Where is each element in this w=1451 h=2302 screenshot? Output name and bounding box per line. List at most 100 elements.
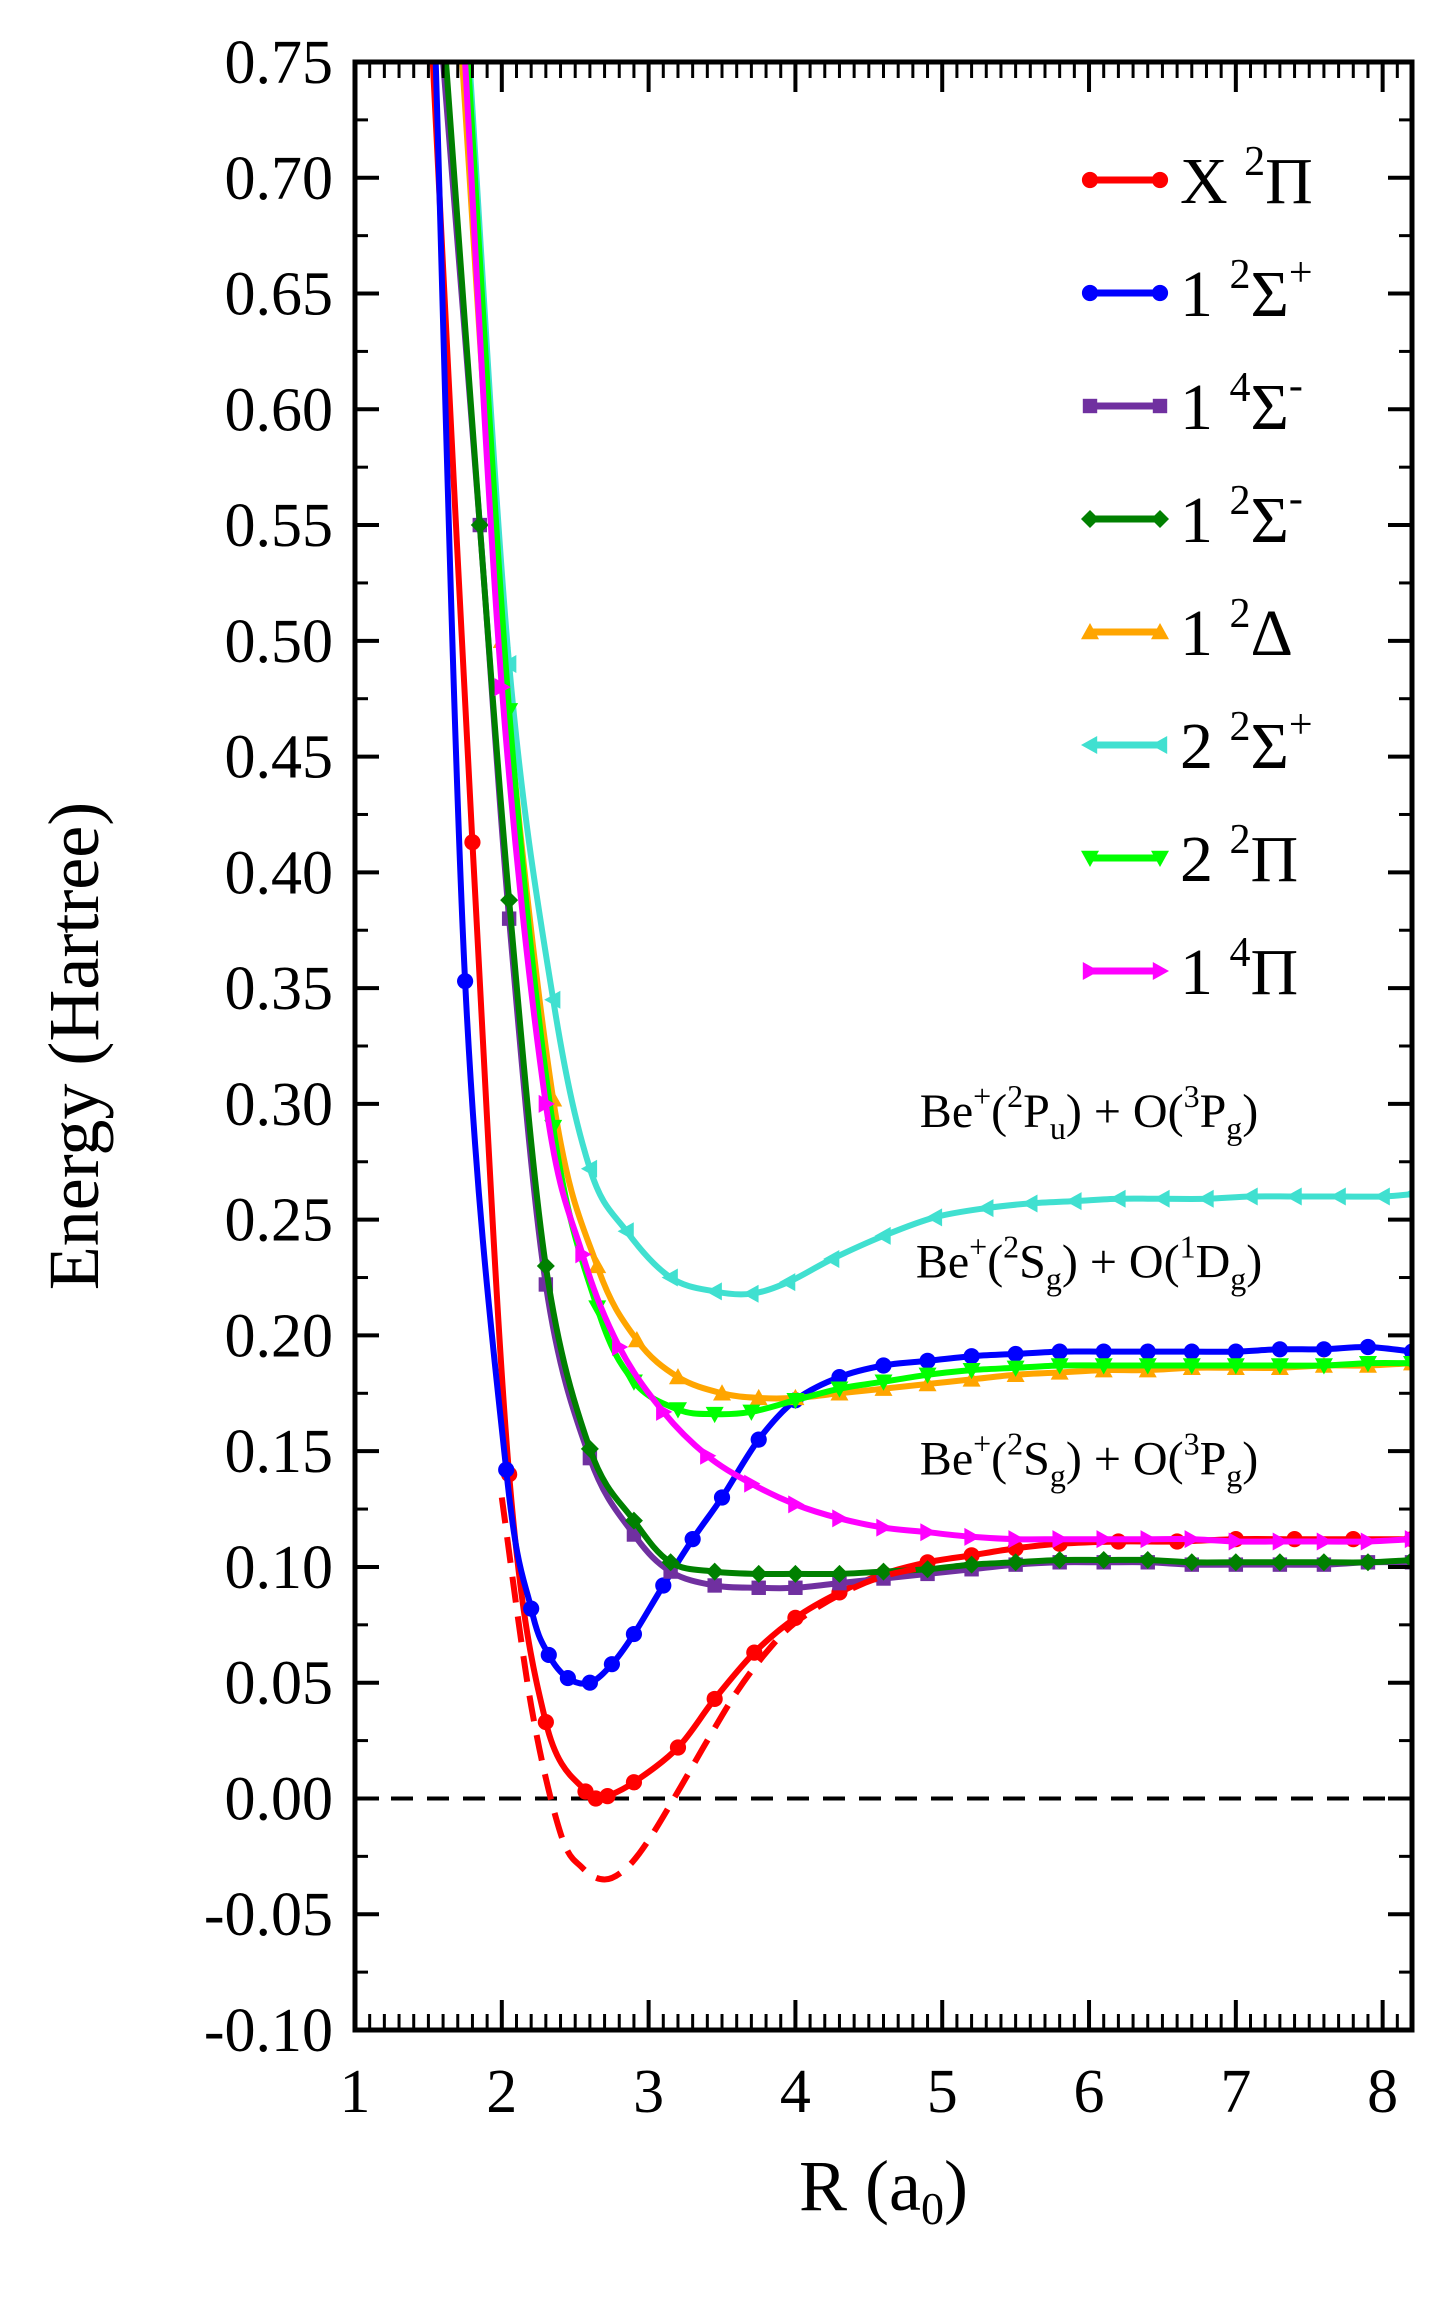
data-point xyxy=(746,1644,763,1661)
data-point xyxy=(538,1094,555,1113)
data-point xyxy=(874,1374,893,1391)
legend-marker xyxy=(1151,736,1168,754)
y-tick-label: 0.65 xyxy=(225,261,334,329)
legend-label: 1 2Σ- xyxy=(1180,476,1303,557)
series-line xyxy=(498,1497,929,1883)
data-point xyxy=(1021,1194,1038,1213)
data-point xyxy=(962,1362,981,1380)
data-point xyxy=(742,1284,759,1303)
data-point xyxy=(705,1406,724,1424)
data-point xyxy=(1007,1345,1024,1363)
legend-marker xyxy=(1081,284,1099,302)
legend-marker xyxy=(1151,623,1169,640)
data-point xyxy=(1329,1187,1346,1206)
legend-entry: 2 2Σ+ xyxy=(1081,702,1313,783)
y-tick-label: 0.05 xyxy=(225,1650,334,1718)
data-point xyxy=(788,1580,803,1595)
data-point xyxy=(786,1564,805,1583)
data-point xyxy=(1270,1358,1289,1375)
data-point xyxy=(1228,1532,1245,1551)
data-point xyxy=(1094,1358,1113,1375)
y-tick-label: -0.10 xyxy=(204,1997,333,2065)
legend-marker xyxy=(1081,171,1099,189)
data-point xyxy=(1359,1338,1377,1356)
data-point xyxy=(661,1553,680,1572)
data-point xyxy=(918,1560,937,1579)
data-point xyxy=(964,1527,981,1546)
data-point xyxy=(1227,1343,1244,1360)
data-point xyxy=(823,1250,840,1269)
legend-label: 2 2Σ+ xyxy=(1180,702,1313,783)
x-tick-label: 5 xyxy=(927,2058,958,2126)
data-point xyxy=(749,1564,768,1583)
data-point xyxy=(963,1348,980,1365)
data-point xyxy=(1226,1553,1245,1572)
data-point xyxy=(1197,1189,1214,1208)
data-point xyxy=(1272,1532,1289,1551)
data-point xyxy=(668,1368,687,1385)
series-layer xyxy=(429,62,1412,1883)
data-point xyxy=(830,1381,849,1398)
data-point xyxy=(625,1625,643,1643)
x-axis-title: R (a0) xyxy=(799,2146,968,2234)
data-point xyxy=(1052,1530,1069,1549)
legend-entry: 1 2Σ+ xyxy=(1081,250,1313,331)
data-point xyxy=(1095,1343,1112,1360)
data-point xyxy=(1314,1358,1333,1375)
asymptote-label-d1: Be+(2Sg) + O(1Dg) xyxy=(916,1229,1262,1297)
data-point xyxy=(977,1199,994,1218)
series-1 xyxy=(432,62,1412,1691)
data-point xyxy=(536,1256,555,1275)
data-point xyxy=(1270,1553,1289,1572)
legend-entry: 1 2Δ xyxy=(1081,591,1293,670)
y-tick-label: 0.40 xyxy=(225,839,334,907)
data-point xyxy=(1285,1187,1302,1206)
data-point xyxy=(706,1690,723,1708)
asymptote-label-p3: Be+(2Pu) + O(3Pg) xyxy=(920,1078,1258,1146)
data-point xyxy=(1182,1553,1201,1572)
data-point xyxy=(599,1788,616,1805)
data-point xyxy=(919,1352,936,1369)
data-point xyxy=(1006,1360,1025,1377)
data-point xyxy=(750,1431,767,1448)
data-point xyxy=(875,1357,892,1374)
legend-label: 1 2Δ xyxy=(1180,591,1293,670)
legend-label: 1 4Σ- xyxy=(1180,363,1303,444)
x-tick-label: 7 xyxy=(1220,2058,1251,2126)
data-point xyxy=(876,1518,893,1537)
data-point xyxy=(625,1774,643,1791)
data-point xyxy=(1008,1530,1025,1549)
series-7 xyxy=(462,62,1412,1551)
data-point xyxy=(1316,1532,1333,1551)
data-point xyxy=(500,891,519,910)
data-point xyxy=(1373,1187,1390,1206)
data-point xyxy=(669,1739,687,1756)
data-point xyxy=(1109,1189,1126,1208)
data-point xyxy=(540,1646,557,1664)
y-tick-label: 0.30 xyxy=(225,1071,334,1139)
data-point xyxy=(668,1402,687,1419)
data-point xyxy=(1050,1550,1069,1569)
data-point xyxy=(575,1245,592,1264)
y-tick-label: 0.55 xyxy=(225,492,334,560)
x-tick-label: 2 xyxy=(486,2058,517,2126)
data-point xyxy=(661,1268,678,1287)
x-tick-label: 1 xyxy=(340,2058,371,2126)
data-point xyxy=(588,1256,607,1274)
data-point xyxy=(751,1580,766,1595)
legend-marker xyxy=(1081,850,1099,867)
data-point xyxy=(1182,1358,1201,1375)
series-3 xyxy=(443,62,1412,1583)
annotations: Be+(2Pu) + O(3Pg) Be+(2Sg) + O(1Dg) Be+(2S… xyxy=(916,1078,1262,1493)
legend-entry: X 2Π xyxy=(1081,139,1313,218)
data-point xyxy=(544,990,561,1009)
data-point xyxy=(656,1402,673,1421)
data-point xyxy=(918,1367,937,1384)
data-point xyxy=(713,1384,732,1401)
data-point xyxy=(963,1547,980,1564)
data-point xyxy=(537,1713,554,1731)
data-point xyxy=(498,1461,515,1478)
data-point xyxy=(788,1495,805,1514)
data-point xyxy=(457,973,474,990)
data-point xyxy=(742,1404,761,1421)
